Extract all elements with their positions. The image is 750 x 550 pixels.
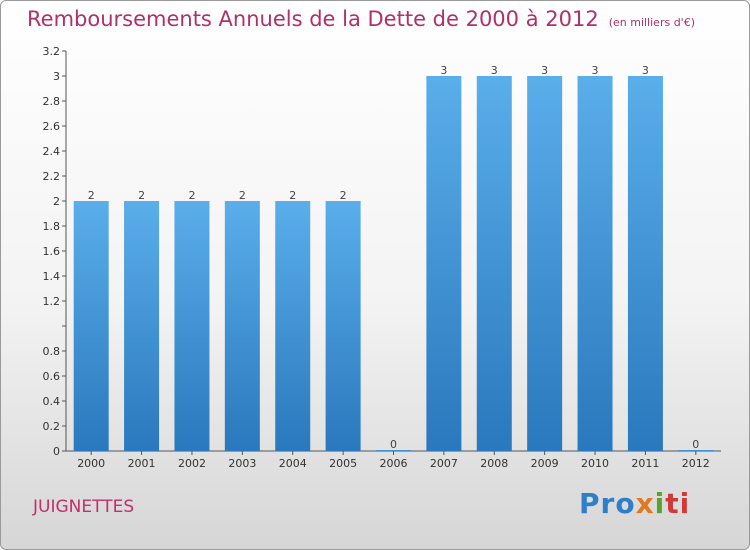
x-tick-label: 2000 xyxy=(77,457,105,470)
x-tick-label: 2009 xyxy=(531,457,559,470)
y-tick-label: 0.2 xyxy=(43,420,61,433)
y-tick-label: 0.8 xyxy=(43,345,61,358)
data-label: 0 xyxy=(390,438,397,451)
chart-subtitle: (en milliers d'€) xyxy=(608,16,695,29)
x-tick-label: 2011 xyxy=(631,457,659,470)
y-tick-label: 2.2 xyxy=(43,170,61,183)
data-label: 2 xyxy=(88,189,95,202)
y-tick-label: 0.6 xyxy=(43,370,61,383)
bar xyxy=(678,450,714,451)
data-label: 3 xyxy=(642,64,649,77)
y-tick-label: 1.4 xyxy=(43,270,61,283)
x-tick-label: 2003 xyxy=(228,457,256,470)
data-label: 2 xyxy=(340,189,347,202)
x-tick-label: 2005 xyxy=(329,457,357,470)
y-tick-label: 1.6 xyxy=(43,245,61,258)
data-label: 0 xyxy=(692,438,699,451)
bar xyxy=(577,76,613,451)
data-label: 2 xyxy=(239,189,246,202)
x-tick-label: 2004 xyxy=(279,457,307,470)
y-tick-label: 0 xyxy=(53,445,60,458)
chart-title: Remboursements Annuels de la Dette de 20… xyxy=(27,7,695,31)
data-label: 3 xyxy=(491,64,498,77)
bar xyxy=(275,201,311,451)
bar xyxy=(476,76,512,451)
y-tick-label: 0.4 xyxy=(43,395,61,408)
bar xyxy=(527,76,563,451)
bar xyxy=(73,201,109,451)
y-tick-label: 2.6 xyxy=(43,120,61,133)
data-label: 3 xyxy=(440,64,447,77)
x-tick-label: 2002 xyxy=(178,457,206,470)
x-tick-label: 2010 xyxy=(581,457,609,470)
y-tick-label: 2 xyxy=(53,195,60,208)
x-tick-label: 2001 xyxy=(128,457,156,470)
data-label: 2 xyxy=(138,189,145,202)
data-label: 2 xyxy=(188,189,195,202)
bar xyxy=(627,76,663,451)
x-tick-label: 2012 xyxy=(682,457,710,470)
proxiti-logo: Proxiti xyxy=(579,487,691,520)
bar xyxy=(224,201,260,451)
x-tick-label: 2006 xyxy=(380,457,408,470)
bar xyxy=(426,76,462,451)
y-tick-label: 2.8 xyxy=(43,95,61,108)
bar xyxy=(174,201,210,451)
y-tick-label: 3 xyxy=(53,70,60,83)
x-tick-label: 2008 xyxy=(480,457,508,470)
commune-name: JUIGNETTES xyxy=(33,497,135,517)
data-label: 3 xyxy=(592,64,599,77)
data-label: 3 xyxy=(541,64,548,77)
bar xyxy=(376,450,411,451)
y-tick-label: 1.2 xyxy=(43,295,61,308)
bar xyxy=(124,201,160,451)
x-tick-label: 2007 xyxy=(430,457,458,470)
y-tick-label: 2.4 xyxy=(43,145,61,158)
data-label: 2 xyxy=(289,189,296,202)
y-tick-label: 3.2 xyxy=(43,45,61,58)
bar xyxy=(325,201,361,451)
y-tick-label: 1.8 xyxy=(43,220,61,233)
